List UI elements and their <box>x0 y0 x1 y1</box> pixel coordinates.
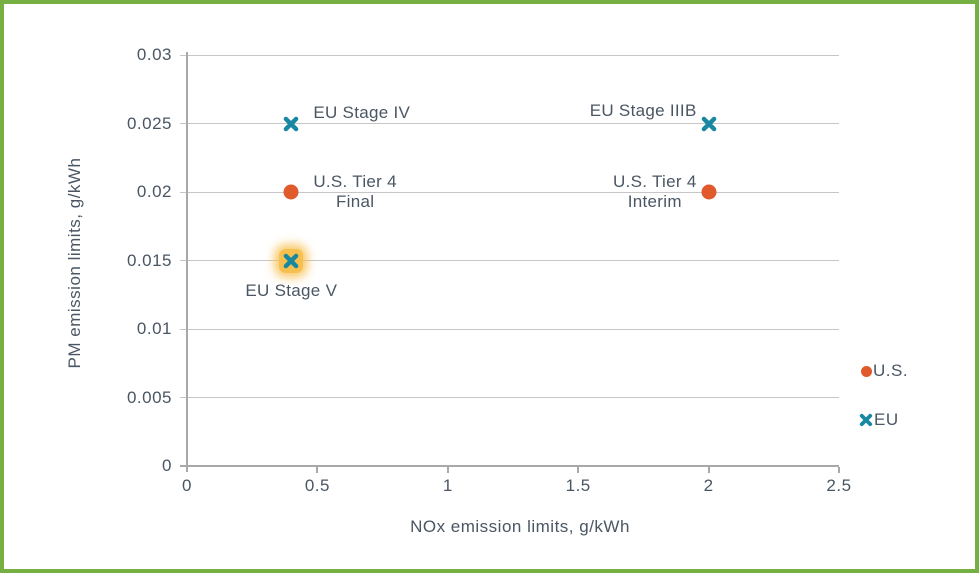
gridline-y-0.03 <box>180 54 839 56</box>
point-label-u-s-tier-4-final: U.S. Tier 4 Final <box>313 172 397 211</box>
x-tick-label-0: 0 <box>182 476 192 495</box>
x-tick-label-1: 1 <box>442 476 453 495</box>
x-tick-label-2.5: 2.5 <box>826 476 852 495</box>
x-axis-line <box>180 465 839 467</box>
y-tick-label-0.025: 0.025 <box>126 113 172 133</box>
y-tick-label-0.005: 0.005 <box>126 387 172 407</box>
x-tick-label-2: 2 <box>703 476 714 495</box>
eu-x-icon <box>859 413 873 427</box>
y-tick-label-0.01: 0.01 <box>136 319 172 338</box>
x-tick-mark-1 <box>446 467 449 473</box>
data-point-eu-stage-v <box>283 252 300 269</box>
legend-item-us: U.S. <box>861 361 908 381</box>
x-tick-mark-2 <box>707 467 710 473</box>
point-label-eu-stage-iv: EU Stage IV <box>313 102 411 122</box>
x-tick-mark-0.5 <box>316 467 319 473</box>
y-tick-label-0: 0 <box>162 456 172 475</box>
x-tick-mark-1.5 <box>577 467 580 473</box>
y-tick-label-0.015: 0.015 <box>126 250 172 270</box>
y-tick-label-0.03: 0.03 <box>136 45 172 64</box>
gridline-y-0.02 <box>180 191 839 193</box>
x-tick-label-0.5: 0.5 <box>304 476 330 495</box>
x-tick-mark-2.5 <box>838 467 840 473</box>
x-tick-label-1.5: 1.5 <box>565 476 591 495</box>
point-label-eu-stage-iiib: EU Stage IIIB <box>589 100 697 120</box>
legend-label-eu: EU <box>874 410 899 429</box>
point-label-u-s-tier-4-interim: U.S. Tier 4 Interim <box>612 172 697 211</box>
data-point-eu-stage-iv <box>283 115 300 132</box>
data-point-u-s-tier-4-interim <box>701 184 717 200</box>
data-point-eu-stage-iiib <box>700 115 717 132</box>
data-point-u-s-tier-4-final <box>283 184 299 200</box>
point-label-eu-stage-v: EU Stage V <box>245 280 338 300</box>
gridline-y-0.015 <box>180 260 839 261</box>
gridline-y-0.01 <box>180 328 839 330</box>
y-axis-line <box>186 52 188 472</box>
legend-item-eu: EU <box>859 410 899 430</box>
legend-label-us: U.S. <box>873 361 909 380</box>
gridline-y-0.025 <box>180 123 839 124</box>
us-circle-icon <box>861 365 872 377</box>
gridline-y-0.005 <box>180 397 839 398</box>
y-tick-label-0.02: 0.02 <box>136 182 172 201</box>
x-axis-title: NOx emission limits, g/kWh <box>410 517 630 536</box>
